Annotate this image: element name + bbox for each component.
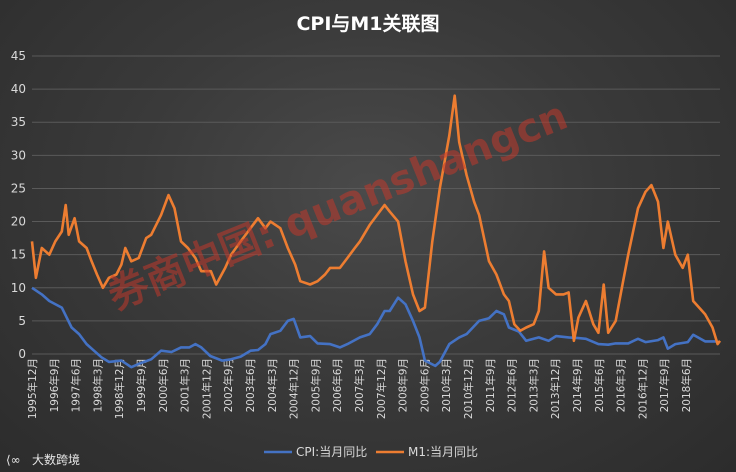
series-line-cpi bbox=[31, 286, 718, 369]
x-tick-label: 2016年3月 bbox=[615, 358, 628, 412]
y-tick-label: 25 bbox=[11, 181, 26, 195]
x-tick-label: 2012年6月 bbox=[506, 358, 519, 412]
legend-label: CPI:当月同比 bbox=[296, 445, 367, 459]
x-tick-label: 2006年6月 bbox=[331, 358, 344, 412]
x-tick-label: 2007年12月 bbox=[375, 358, 388, 419]
x-tick-label: 2000年6月 bbox=[157, 358, 170, 412]
y-tick-label: 5 bbox=[18, 314, 26, 328]
chart-title: CPI与M1关联图 bbox=[296, 12, 439, 35]
x-tick-label: 1998年3月 bbox=[91, 358, 104, 412]
x-tick-label: 2003年6月 bbox=[244, 358, 257, 412]
y-tick-label: 20 bbox=[11, 215, 26, 229]
legend: CPI:当月同比 M1:当月同比 bbox=[264, 445, 478, 459]
x-tick-label: 2001年3月 bbox=[179, 358, 192, 412]
y-tick-label: 30 bbox=[11, 148, 26, 162]
x-tick-label: 2018年6月 bbox=[680, 358, 693, 412]
x-tick-label: 2007年3月 bbox=[353, 358, 366, 412]
y-tick-label: 40 bbox=[11, 82, 26, 96]
y-tick-label: 0 bbox=[18, 347, 26, 361]
x-tick-label: 2005年9月 bbox=[309, 358, 322, 412]
x-tick-label: 2002年9月 bbox=[222, 358, 235, 412]
x-tick-label: 2011年9月 bbox=[484, 358, 497, 412]
grid bbox=[32, 55, 720, 355]
y-tick-label: 45 bbox=[11, 49, 26, 63]
x-tick-label: 1995年12月 bbox=[26, 358, 39, 419]
x-tick-label: 2001年12月 bbox=[200, 358, 213, 419]
x-tick-label: 2004年12月 bbox=[288, 358, 301, 419]
y-tick-label: 35 bbox=[11, 115, 26, 129]
x-tick-label: 2016年12月 bbox=[636, 358, 649, 419]
x-tick-label: 2009年6月 bbox=[418, 358, 431, 412]
x-axis: 1995年12月 1996年9月 1997年6月 1998年3月 1998年12月 199… bbox=[26, 358, 693, 419]
series-group bbox=[30, 94, 722, 369]
series-line-m1 bbox=[30, 94, 722, 346]
x-tick-label: 2008年9月 bbox=[397, 358, 410, 412]
x-tick-label: 2013年3月 bbox=[527, 358, 540, 412]
y-tick-label: 15 bbox=[11, 248, 26, 262]
x-tick-label: 1998年12月 bbox=[113, 358, 126, 419]
footer-logo-icon: ⟨∞ bbox=[6, 453, 21, 467]
x-tick-label: 2017年9月 bbox=[658, 358, 671, 412]
legend-label: M1:当月同比 bbox=[408, 445, 478, 459]
x-tick-label: 2015年6月 bbox=[593, 358, 606, 412]
x-tick-label: 1999年9月 bbox=[135, 358, 148, 412]
footer-logo: ⟨∞ 大数跨境 bbox=[6, 452, 80, 467]
x-tick-label: 2013年12月 bbox=[549, 358, 562, 419]
y-tick-label: 10 bbox=[11, 281, 26, 295]
x-tick-label: 2010年12月 bbox=[462, 358, 475, 419]
y-axis: 0 5 10 15 20 25 30 35 40 45 bbox=[11, 49, 26, 361]
footer-logo-text: 大数跨境 bbox=[32, 452, 80, 467]
x-tick-label: 2014年9月 bbox=[571, 358, 584, 412]
x-tick-label: 1997年6月 bbox=[70, 358, 83, 412]
x-tick-label: 1996年9月 bbox=[48, 358, 61, 412]
x-tick-label: 2004年3月 bbox=[266, 358, 279, 412]
x-tick-label: 2010年3月 bbox=[440, 358, 453, 412]
